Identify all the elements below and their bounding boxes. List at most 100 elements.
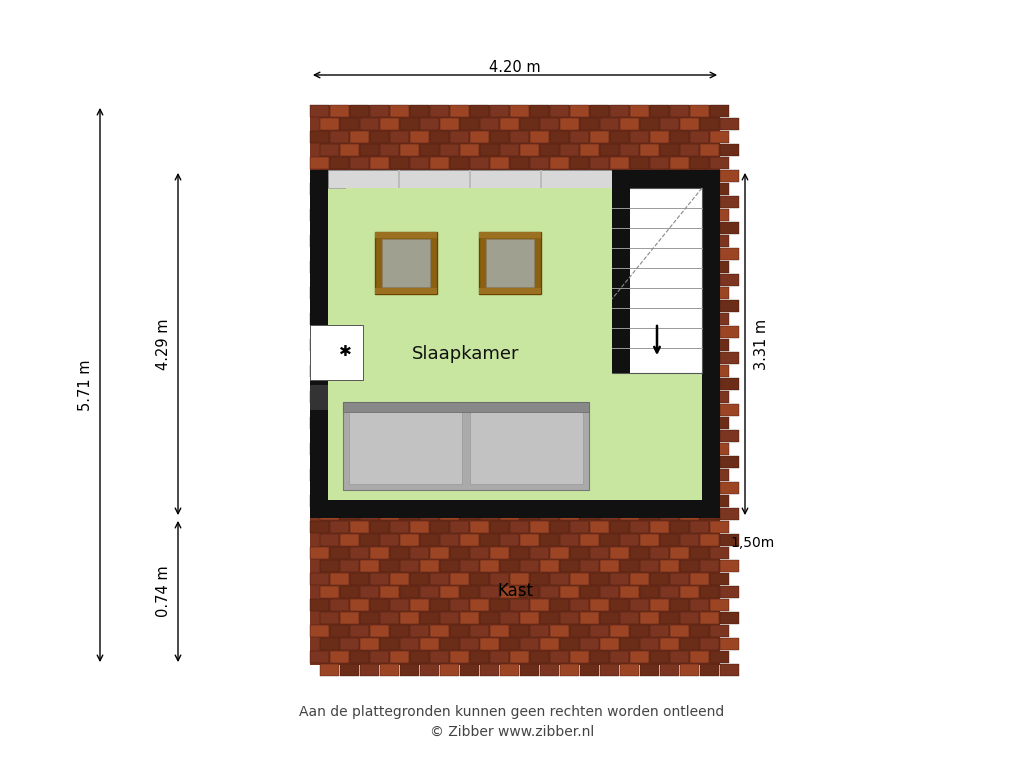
Bar — [420, 482, 439, 494]
Bar — [610, 261, 629, 273]
Bar — [690, 235, 709, 247]
Bar — [700, 118, 719, 130]
Bar — [350, 235, 369, 247]
Bar — [350, 573, 369, 585]
Bar — [375, 288, 437, 294]
Bar — [660, 274, 679, 286]
Bar — [660, 170, 679, 182]
Bar — [560, 534, 579, 546]
Bar — [530, 313, 549, 325]
Bar — [640, 326, 659, 338]
Bar — [450, 521, 469, 533]
Bar — [340, 300, 359, 312]
Bar — [480, 404, 499, 416]
Bar — [630, 183, 649, 195]
Bar — [610, 469, 629, 481]
Bar — [580, 612, 599, 624]
Bar — [370, 417, 389, 429]
Bar — [650, 105, 669, 117]
Bar — [700, 560, 719, 572]
Bar — [480, 326, 499, 338]
Bar — [420, 404, 439, 416]
Bar — [530, 261, 549, 273]
Bar — [550, 469, 569, 481]
Bar — [440, 248, 459, 260]
Bar — [390, 261, 409, 273]
Bar — [390, 625, 409, 637]
Bar — [710, 339, 729, 351]
Bar — [380, 508, 399, 520]
Bar — [720, 170, 739, 182]
Bar — [330, 391, 349, 403]
Bar — [700, 196, 719, 208]
Bar — [520, 612, 539, 624]
Bar — [710, 365, 729, 377]
Bar — [590, 651, 609, 663]
Bar — [360, 586, 379, 598]
Bar — [400, 664, 419, 676]
Bar — [460, 248, 479, 260]
Bar — [380, 482, 399, 494]
Bar — [440, 222, 459, 234]
Bar — [560, 248, 579, 260]
Bar — [310, 385, 328, 410]
Bar — [480, 664, 499, 676]
Bar — [660, 638, 679, 650]
Bar — [540, 352, 559, 364]
Bar — [380, 118, 399, 130]
Bar — [600, 638, 618, 650]
Bar — [430, 391, 449, 403]
Bar — [630, 547, 649, 559]
Bar — [530, 183, 549, 195]
Bar — [720, 560, 739, 572]
Bar — [520, 560, 539, 572]
Bar — [540, 274, 559, 286]
Bar — [540, 222, 559, 234]
Bar — [340, 534, 359, 546]
Bar — [550, 339, 569, 351]
Bar — [360, 404, 379, 416]
Bar — [400, 508, 419, 520]
Bar — [610, 599, 629, 611]
Bar — [400, 430, 419, 442]
Bar — [660, 560, 679, 572]
Bar — [470, 365, 489, 377]
Bar — [550, 287, 569, 299]
Bar — [430, 287, 449, 299]
Bar — [690, 469, 709, 481]
Bar — [560, 404, 579, 416]
Bar — [500, 326, 519, 338]
Bar — [510, 521, 529, 533]
Bar — [540, 482, 559, 494]
Bar — [670, 261, 689, 273]
Bar — [560, 664, 579, 676]
Bar — [430, 573, 449, 585]
Bar — [410, 651, 429, 663]
Bar — [390, 313, 409, 325]
Bar — [460, 508, 479, 520]
Bar — [480, 456, 499, 468]
Bar — [570, 339, 589, 351]
Bar — [330, 131, 349, 143]
Bar — [420, 560, 439, 572]
Bar — [660, 612, 679, 624]
Bar — [630, 495, 649, 507]
Bar — [500, 274, 519, 286]
Bar — [380, 352, 399, 364]
Bar — [560, 560, 579, 572]
Bar — [380, 170, 399, 182]
Bar — [680, 352, 699, 364]
Bar — [520, 274, 539, 286]
Bar — [680, 274, 699, 286]
Bar — [380, 248, 399, 260]
Bar — [690, 105, 709, 117]
Bar — [400, 404, 419, 416]
Bar — [420, 326, 439, 338]
Bar — [400, 378, 419, 390]
Bar — [390, 183, 409, 195]
Bar — [520, 664, 539, 676]
Bar — [690, 365, 709, 377]
Bar — [410, 131, 429, 143]
Bar — [670, 521, 689, 533]
Bar — [370, 469, 389, 481]
